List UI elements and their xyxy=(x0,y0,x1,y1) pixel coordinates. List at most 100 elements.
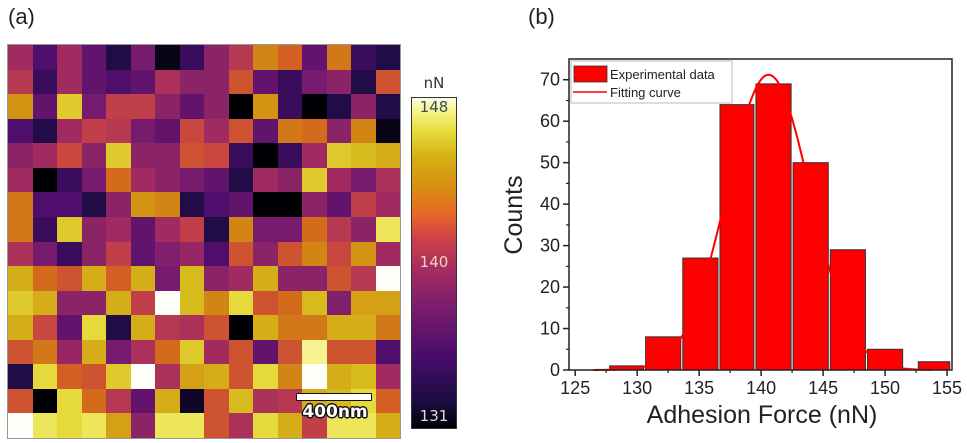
heatmap-cell xyxy=(106,241,131,267)
heatmap-cell xyxy=(32,143,57,168)
heatmap-cell xyxy=(57,413,82,438)
x-tick-label: 150 xyxy=(870,378,900,398)
heatmap-cell xyxy=(253,290,278,316)
heatmap-cell xyxy=(375,388,400,414)
heatmap-cell xyxy=(302,167,327,193)
heatmap-cell xyxy=(375,364,400,389)
heatmap-cell xyxy=(106,167,131,193)
heatmap-cell xyxy=(277,266,302,291)
heatmap-cell xyxy=(302,315,327,340)
heatmap-cell xyxy=(179,216,204,242)
heatmap-cell xyxy=(57,167,82,193)
heatmap-cell xyxy=(130,45,155,70)
heatmap-cell xyxy=(81,167,106,193)
y-tick-label: 20 xyxy=(540,277,560,297)
heatmap-cell xyxy=(375,266,400,291)
histogram-bar xyxy=(719,104,755,371)
heatmap-cell xyxy=(57,241,82,267)
heatmap-cell xyxy=(32,94,57,119)
heatmap-cell xyxy=(302,118,327,144)
heatmap-cell xyxy=(375,413,400,438)
heatmap-cell xyxy=(106,290,131,316)
heatmap-cell xyxy=(228,192,253,217)
heatmap-cell xyxy=(57,364,82,389)
heatmap-cell xyxy=(81,69,106,95)
heatmap-cell xyxy=(130,315,155,340)
heatmap-cell xyxy=(81,339,106,365)
heatmap-cell xyxy=(204,388,229,414)
heatmap-cell xyxy=(57,69,82,95)
y-tick-label: 70 xyxy=(540,70,560,90)
heatmap-cell xyxy=(228,143,253,168)
heatmap-cell xyxy=(106,118,131,144)
legend: Experimental data Fitting curve xyxy=(570,60,733,104)
heatmap-cell xyxy=(253,118,278,144)
heatmap-cell xyxy=(375,192,400,217)
heatmap-cell xyxy=(179,167,204,193)
heatmap-cell xyxy=(204,339,229,365)
heatmap-cell xyxy=(8,216,33,242)
heatmap-cell xyxy=(228,266,253,291)
heatmap-cell xyxy=(375,290,400,316)
heatmap-cell xyxy=(277,143,302,168)
heatmap-cell xyxy=(57,118,82,144)
heatmap-cell xyxy=(130,216,155,242)
heatmap-cell xyxy=(106,364,131,389)
heatmap-cell xyxy=(277,290,302,316)
heatmap-cell xyxy=(326,167,351,193)
heatmap-cell xyxy=(326,364,351,389)
heatmap-cell xyxy=(179,266,204,291)
heatmap-cell xyxy=(204,413,229,438)
heatmap-cell xyxy=(351,266,376,291)
heatmap-cell xyxy=(32,290,57,316)
heatmap-cell xyxy=(351,413,376,438)
heatmap-cell xyxy=(155,192,180,217)
heatmap-cell xyxy=(130,118,155,144)
heatmap-cell xyxy=(351,192,376,217)
heatmap-cell xyxy=(81,143,106,168)
heatmap-cell xyxy=(253,413,278,438)
heatmap-cell xyxy=(253,364,278,389)
heatmap-cell xyxy=(204,143,229,168)
heatmap-cell xyxy=(253,241,278,267)
y-tick-label: 0 xyxy=(550,360,560,380)
heatmap-cell xyxy=(8,143,33,168)
heatmap-cell xyxy=(277,69,302,95)
heatmap-cell xyxy=(204,192,229,217)
heatmap-cell xyxy=(375,167,400,193)
heatmap-cell xyxy=(130,143,155,168)
heatmap-cell xyxy=(155,167,180,193)
heatmap-cell xyxy=(253,216,278,242)
heatmap-cell xyxy=(375,216,400,242)
heatmap-cell xyxy=(8,45,33,70)
heatmap-cell xyxy=(228,241,253,267)
scale-bar xyxy=(296,393,372,401)
heatmap-cell xyxy=(179,290,204,316)
heatmap-cell xyxy=(277,167,302,193)
heatmap-cell xyxy=(106,413,131,438)
heatmap-cell xyxy=(375,69,400,95)
heatmap-cell xyxy=(155,290,180,316)
y-tick-label: 40 xyxy=(540,194,560,214)
heatmap-cell xyxy=(130,192,155,217)
heatmap-cell xyxy=(8,364,33,389)
heatmap-cell xyxy=(302,69,327,95)
x-tick-label: 125 xyxy=(560,378,590,398)
heatmap-cell xyxy=(204,69,229,95)
heatmap-cell xyxy=(228,45,253,70)
heatmap-cell xyxy=(277,388,302,414)
x-tick-label: 130 xyxy=(622,378,652,398)
x-tick-label: 155 xyxy=(932,378,962,398)
heatmap-cell xyxy=(228,413,253,438)
heatmap-cell xyxy=(351,315,376,340)
heatmap-cell xyxy=(375,143,400,168)
heatmap-cell xyxy=(253,315,278,340)
heatmap-cell xyxy=(326,266,351,291)
heatmap-cell xyxy=(155,241,180,267)
heatmap-cell xyxy=(228,69,253,95)
heatmap-cell xyxy=(253,94,278,119)
heatmap-cell xyxy=(326,241,351,267)
heatmap-cell xyxy=(204,266,229,291)
histogram-bar xyxy=(682,257,719,371)
heatmap-cell xyxy=(8,266,33,291)
